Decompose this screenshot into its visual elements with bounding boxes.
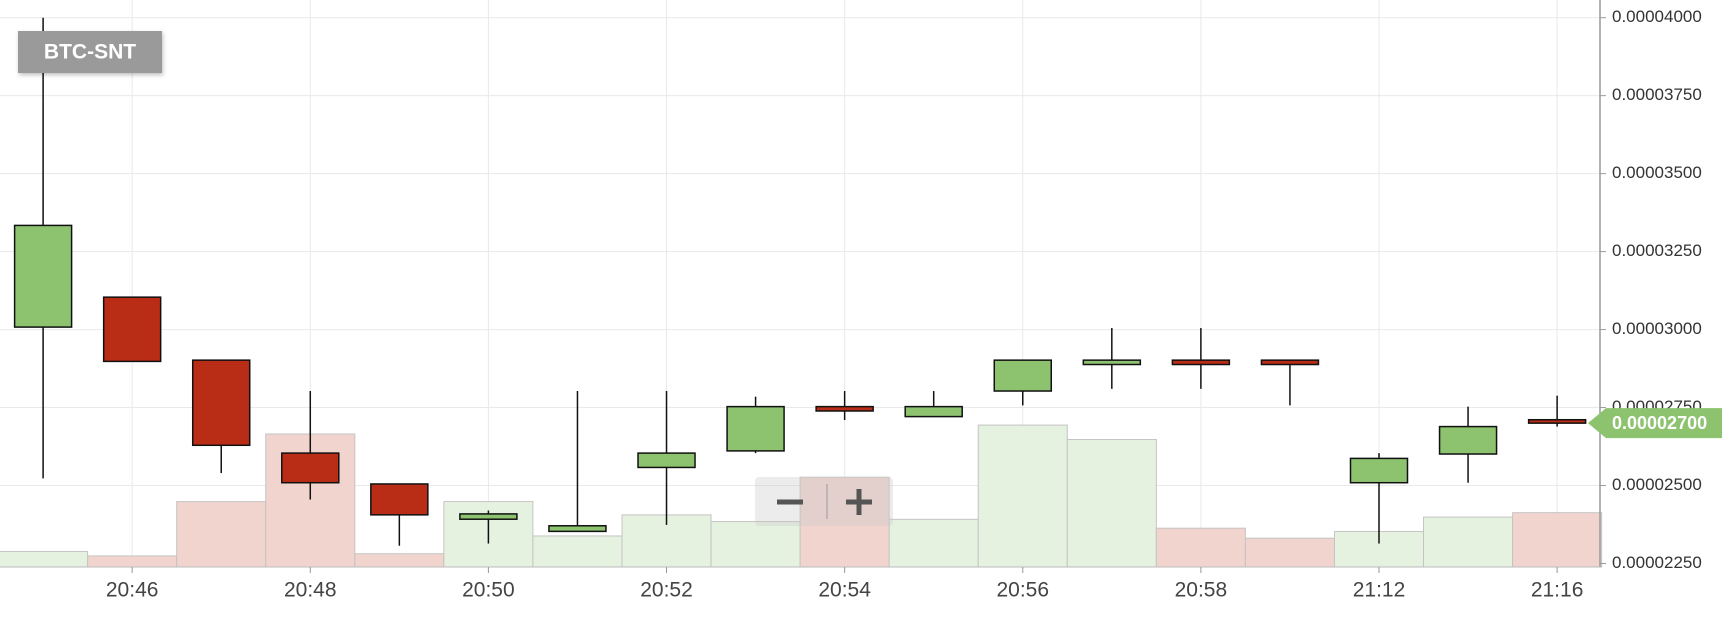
- volume-bar: [888, 518, 979, 568]
- x-tick-label: 20:58: [1175, 579, 1228, 602]
- chart-title: BTC-SNT: [44, 41, 136, 64]
- x-tick-label: 20:50: [462, 579, 515, 602]
- x-tick-label: 21:12: [1353, 579, 1406, 602]
- volume-bar: [1155, 527, 1246, 568]
- candle-body: [1527, 418, 1587, 424]
- zoom-in-button[interactable]: [827, 477, 893, 526]
- candle-body: [1349, 457, 1409, 484]
- volume-bar: [0, 550, 89, 568]
- candle-body: [459, 513, 518, 520]
- last-price-layer: 0.00002700: [1588, 408, 1722, 439]
- candle-body: [191, 359, 251, 447]
- y-tick-label: 0.00003000: [1612, 319, 1702, 338]
- x-tick-label: 20:48: [284, 579, 337, 602]
- y-tick-label: 0.00003750: [1612, 85, 1702, 104]
- symbol-badge: BTC-SNT: [18, 31, 162, 73]
- badge-bg: [18, 31, 162, 73]
- zoom-out-button[interactable]: [755, 477, 824, 526]
- last-price-tag: [1588, 408, 1722, 439]
- candle-body: [281, 452, 340, 484]
- candle-body: [1171, 359, 1231, 366]
- y-tick-label: 0.00003250: [1612, 241, 1702, 260]
- y-tick-label: 0.00002500: [1612, 475, 1702, 494]
- candle-body: [993, 359, 1053, 392]
- y-tick-label: 0.00004000: [1612, 7, 1702, 26]
- candle-layer: [13, 17, 1587, 546]
- x-tick-label: 20:46: [106, 579, 159, 602]
- candle-body: [548, 525, 607, 533]
- candle-body: [726, 405, 785, 452]
- candle-body: [637, 452, 696, 469]
- axis-layer: 0.000022500.000025000.000027500.00003000…: [0, 0, 1702, 602]
- volume-bar: [87, 555, 178, 568]
- x-tick-label: 20:56: [996, 579, 1049, 602]
- volume-bar: [977, 424, 1068, 568]
- y-tick-label: 0.00002250: [1612, 553, 1702, 572]
- candle-body: [815, 405, 874, 412]
- candle-body: [13, 224, 73, 328]
- volume-bar: [1066, 439, 1157, 568]
- x-tick-label: 20:52: [640, 579, 693, 602]
- volume-bar: [710, 521, 801, 568]
- last-price-label: 0.00002700: [1612, 413, 1707, 433]
- zoom-controls: [755, 477, 893, 526]
- candle-body: [1260, 359, 1320, 366]
- volume-bar: [1244, 537, 1335, 568]
- volume-bar: [1423, 516, 1514, 568]
- candle-body: [370, 483, 429, 516]
- candle-body: [102, 296, 162, 363]
- x-tick-label: 20:54: [818, 579, 871, 602]
- candle-body: [1438, 425, 1498, 455]
- volume-layer: [0, 424, 1603, 568]
- volume-bar: [1512, 512, 1603, 568]
- candle-body: [1082, 359, 1142, 366]
- candle-body: [904, 405, 963, 418]
- volume-bar: [354, 553, 445, 568]
- volume-bar: [532, 535, 623, 568]
- x-tick-label: 21:16: [1531, 579, 1584, 602]
- volume-bar: [799, 476, 890, 568]
- y-tick-label: 0.00003500: [1612, 163, 1702, 182]
- volume-bar: [176, 501, 267, 568]
